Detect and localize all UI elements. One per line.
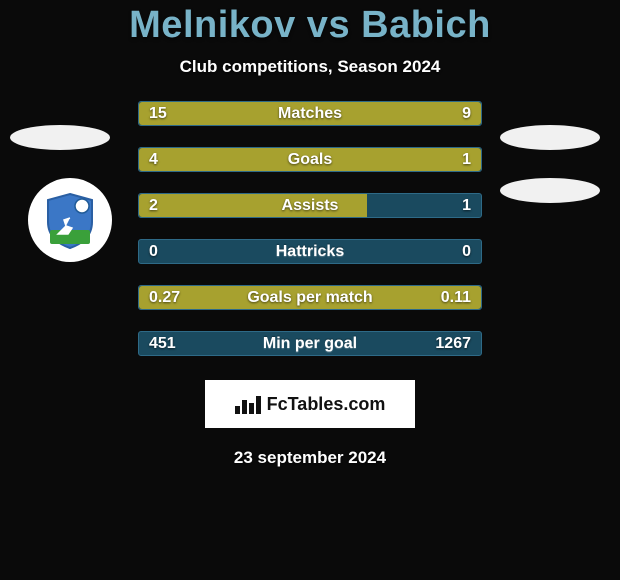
club-badge	[28, 178, 112, 262]
shield-icon	[40, 190, 100, 250]
player-left-oval	[10, 125, 110, 150]
stat-value-right: 1267	[435, 335, 471, 353]
stat-row: 21Assists	[138, 193, 482, 218]
stat-fill-right	[353, 102, 481, 125]
stat-bars: 159Matches 41Goals 21Assists 0 0Hattricks 0.2…	[138, 101, 482, 356]
stat-value-right: 1	[462, 197, 471, 215]
stat-fill-left	[139, 102, 353, 125]
stat-row: 0.270.11Goals per match	[138, 285, 482, 310]
player-right-oval-2	[500, 178, 600, 203]
watermark-text: FcTables.com	[267, 394, 386, 415]
chart-icon	[235, 394, 261, 414]
stat-label: Min per goal	[139, 335, 481, 353]
page-subtitle: Club competitions, Season 2024	[180, 57, 441, 77]
stat-value-left: 451	[149, 335, 176, 353]
stat-fill-left	[139, 194, 367, 217]
page-title: Melnikov vs Babich	[129, 4, 491, 47]
stat-fill-left	[139, 148, 413, 171]
stat-fill-left	[139, 286, 382, 309]
stat-row: 41Goals	[138, 147, 482, 172]
stat-row: 0 0Hattricks	[138, 239, 482, 264]
comparison-card: Melnikov vs Babich Club competitions, Se…	[0, 0, 620, 580]
stat-row: 451 1267Min per goal	[138, 331, 482, 356]
stat-value-right: 0	[462, 243, 471, 261]
stat-row: 159Matches	[138, 101, 482, 126]
player-right-oval	[500, 125, 600, 150]
stat-value-left: 0	[149, 243, 158, 261]
stat-fill-right	[382, 286, 481, 309]
date-label: 23 september 2024	[234, 448, 386, 468]
stat-fill-right	[413, 148, 481, 171]
watermark: FcTables.com	[205, 380, 415, 428]
stat-label: Hattricks	[139, 243, 481, 261]
